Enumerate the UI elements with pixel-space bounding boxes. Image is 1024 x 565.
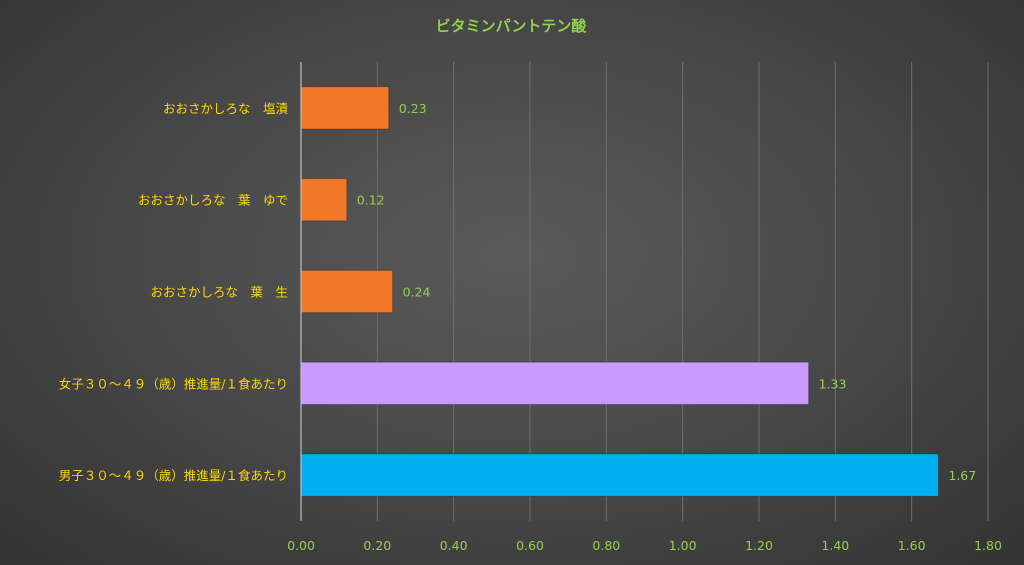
category-label: おおさかしろな 塩漬 <box>163 101 289 116</box>
gridlines <box>376 62 989 521</box>
x-tick-label: 0.00 <box>287 538 315 553</box>
x-tick-label: 0.80 <box>592 538 620 553</box>
data-label: 0.24 <box>403 285 431 300</box>
data-label: 0.12 <box>357 193 385 208</box>
category-label: おおさかしろな 葉 生 <box>150 285 288 300</box>
x-tick-label: 0.60 <box>516 538 544 553</box>
bar <box>301 270 393 313</box>
x-tick-label: 1.60 <box>898 538 926 553</box>
x-tick-label: 1.00 <box>669 538 697 553</box>
x-tick-label: 1.80 <box>974 538 1002 553</box>
x-tick-label: 1.40 <box>821 538 849 553</box>
bar <box>301 86 389 130</box>
chart-title: ビタミンパントテン酸 <box>436 17 588 35</box>
category-label: おおさかしろな 葉 ゆで <box>138 193 288 208</box>
x-tick-label: 0.20 <box>363 538 391 553</box>
bars <box>300 86 939 497</box>
bar <box>301 453 939 497</box>
value-labels: 0.23 0.12 0.24 1.33 1.67 <box>357 101 976 483</box>
x-tick-label: 0.40 <box>440 538 468 553</box>
bar <box>301 362 809 405</box>
x-tick-label: 1.20 <box>745 538 773 553</box>
category-label: 女子３０～４９（歳）推進量/１食あたり <box>59 376 288 391</box>
category-label: 男子３０～４９（歳）推進量/１食あたり <box>59 468 288 483</box>
data-label: 1.67 <box>948 468 976 483</box>
data-label: 0.23 <box>399 101 427 116</box>
x-tick-labels: 0.00 0.20 0.40 0.60 0.80 1.00 1.20 1.40 1.60 1.80 <box>287 538 1002 553</box>
data-label: 1.33 <box>819 376 847 391</box>
bar <box>301 178 347 221</box>
